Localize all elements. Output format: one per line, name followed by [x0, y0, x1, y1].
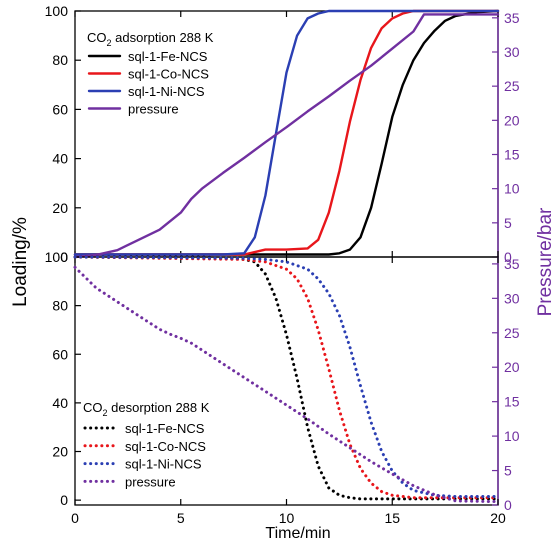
top-legend-label: sql-1-Co-NCS: [128, 67, 209, 82]
bottom-y-right-tick-label: 0: [504, 497, 512, 513]
top-y-right-tick-label: 10: [504, 181, 520, 197]
shared-axes: Time/min Loading/% Pressure/bar: [10, 207, 556, 542]
top-y-left-tick-label: 80: [52, 52, 68, 68]
top-y-right-tick-label: 0: [504, 249, 512, 265]
bottom-y-left-tick-label: 40: [52, 395, 68, 411]
bottom-legend-label: sql-1-Ni-NCS: [125, 457, 202, 472]
top-y-right-tick-label: 5: [504, 215, 512, 231]
bottom-y-right-tick-label: 5: [504, 463, 512, 479]
top-y-right-tick-label: 15: [504, 147, 520, 163]
bottom-y-right-tick-label: 20: [504, 359, 520, 375]
top-legend-label: sql-1-Fe-NCS: [128, 49, 208, 64]
top-series-sql-1-Fe-NCS: [73, 9, 500, 256]
y-axis-left-label: Loading/%: [10, 217, 31, 307]
bottom-y-right-tick-label: 30: [504, 290, 520, 306]
bottom-y-left-tick-label: 60: [52, 346, 68, 362]
top-y-left-tick-label: 100: [45, 3, 69, 19]
x-axis-label: Time/min: [265, 525, 330, 542]
bottom-y-right-tick-label: 10: [504, 428, 520, 444]
bottom-y-right-tick-label: 25: [504, 325, 520, 341]
top-series-sql-1-Ni-NCS: [73, 9, 500, 256]
top-series-pressure: [73, 13, 500, 259]
bottom-y-left-tick-label: 0: [60, 492, 68, 508]
bottom-panel-annotation: CO2 desorption 288 K: [83, 400, 210, 418]
top-y-right-tick-label: 20: [504, 112, 520, 128]
top-y-left-tick-label: 0: [60, 249, 68, 265]
top-y-right-tick-label: 35: [504, 10, 520, 26]
top-legend-label: pressure: [128, 102, 179, 117]
bottom-series-sql-1-Co-NCS: [73, 255, 500, 500]
bottom-y-left-tick-label: 20: [52, 444, 68, 460]
x-tick-label: 20: [490, 510, 506, 526]
bottom-series-sql-1-Ni-NCS: [73, 255, 500, 498]
top-panel-annotation: CO2 adsorption 288 K: [87, 30, 214, 48]
top-legend-label: sql-1-Ni-NCS: [128, 84, 205, 99]
bottom-y-right-tick-label: 35: [504, 256, 520, 272]
bottom-series-pressure: [73, 265, 500, 504]
x-tick-label: 5: [177, 510, 185, 526]
top-y-left-tick-label: 60: [52, 101, 68, 117]
x-tick-label: 15: [384, 510, 400, 526]
bottom-y-left-tick-label: 100: [45, 249, 69, 265]
bottom-y-left-tick-label: 80: [52, 298, 68, 314]
x-tick-label: 10: [279, 510, 295, 526]
top-series-sql-1-Co-NCS: [73, 9, 500, 256]
top-plot-frame: [74, 10, 499, 258]
bottom-legend-label: pressure: [125, 474, 176, 489]
bottom-legend-label: sql-1-Co-NCS: [125, 439, 206, 454]
top-y-right-tick-label: 25: [504, 78, 520, 94]
x-tick-label: 0: [71, 510, 79, 526]
y-axis-right-label: Pressure/bar: [535, 207, 556, 316]
top-y-left-tick-label: 40: [52, 151, 68, 167]
top-y-right-tick-label: 30: [504, 44, 520, 60]
bottom-y-right-tick-label: 15: [504, 394, 520, 410]
bottom-legend-label: sql-1-Fe-NCS: [125, 421, 205, 436]
top-y-left-tick-label: 20: [52, 200, 68, 216]
